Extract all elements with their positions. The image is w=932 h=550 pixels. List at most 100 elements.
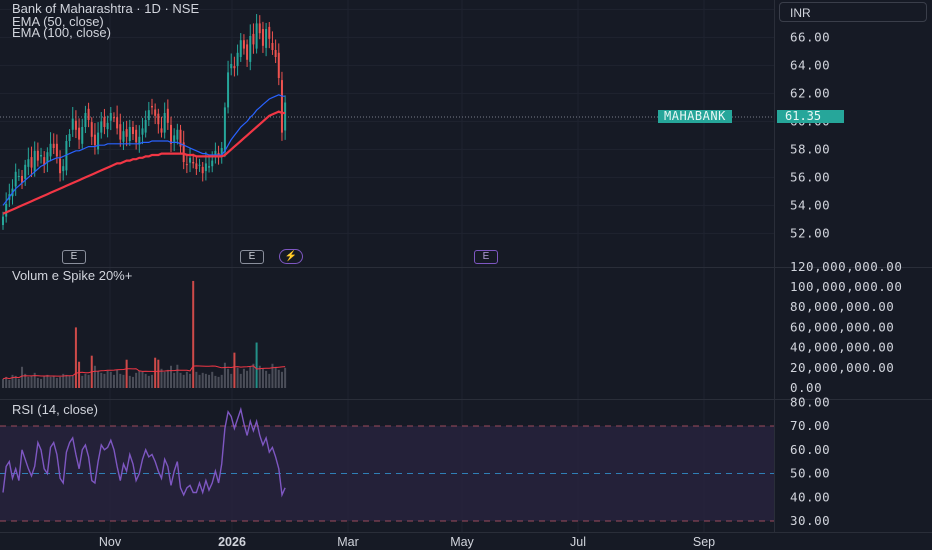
candle [46,152,49,163]
candle [116,117,119,129]
candles-layer [2,14,287,230]
candle [131,127,134,134]
candle [208,166,211,168]
volume-bar [109,371,112,388]
volume-axis-tick[interactable]: 20,000,000.00 [790,360,894,375]
price-axis-tick[interactable]: 52.00 [790,225,830,240]
price-axis-tick[interactable]: 58.00 [790,141,830,156]
volume-bar [252,363,255,388]
price-axis-tick[interactable]: 64.00 [790,57,830,72]
volume-bar [239,373,242,388]
upcoming-earnings-marker[interactable]: E [474,250,498,264]
volume-axis-tick[interactable]: 40,000,000.00 [790,340,894,355]
price-axis-tick[interactable]: 54.00 [790,197,830,212]
volume-bar [81,375,84,388]
volume-bar [160,368,163,388]
rsi-axis-tick[interactable]: 80.00 [790,394,830,409]
volume-bar [27,376,30,388]
volume-bar [220,374,223,388]
candle [43,157,46,165]
volume-bar [68,375,71,388]
candle [277,52,280,78]
candle [284,102,287,131]
time-axis-tick[interactable]: Mar [337,535,359,549]
price-axis-tick[interactable]: 66.00 [790,29,830,44]
ema100-line [2,110,286,215]
volume-bar [36,377,39,388]
candle [249,36,252,62]
volume-bar [5,376,8,388]
volume-bar [182,374,185,388]
candle [103,117,106,127]
volume-bar [170,365,173,388]
time-axis-labels[interactable]: Nov 2026 Mar May Jul Sep [99,535,715,549]
volume-bar [176,364,179,388]
rsi-axis-tick[interactable]: 40.00 [790,489,830,504]
volume-bar [214,375,217,388]
rsi-axis-tick[interactable]: 60.00 [790,442,830,457]
rsi-pane-title[interactable]: RSI (14, close) [12,402,98,417]
candle [147,110,150,120]
volume-pane-title[interactable]: Volum e Spike 20%+ [12,268,133,283]
candle [261,29,264,46]
candle [204,163,207,172]
last-price-value: 61.35 [785,109,822,123]
volume-bar [261,368,264,388]
candle [141,128,144,135]
volume-bar [84,373,87,388]
volume-axis-tick[interactable]: 120,000,000.00 [790,259,902,274]
price-axis-labels[interactable]: 68.0066.0064.0062.0060.0058.0056.0054.00… [790,1,902,528]
candle [78,127,81,140]
volume-bar [274,366,277,388]
rsi-axis-tick[interactable]: 70.00 [790,418,830,433]
volume-bar [62,373,65,388]
ema100-legend[interactable]: EMA (100, close) [12,25,111,40]
price-axis-tick[interactable]: 62.00 [790,85,830,100]
candle [271,43,274,50]
currency-selector[interactable]: INR [779,2,927,22]
candle [55,143,58,157]
volume-bar [33,372,36,388]
volume-axis-tick[interactable]: 60,000,000.00 [790,319,894,334]
time-axis-tick[interactable]: Nov [99,535,122,549]
candle [252,33,255,45]
volume-axis-tick[interactable]: 100,000,000.00 [790,279,902,294]
volume-bar [8,379,11,388]
volume-bar [233,352,236,388]
candle [195,163,198,169]
candle [2,216,4,225]
rsi-axis-tick[interactable]: 30.00 [790,513,830,528]
earnings-marker[interactable]: E [62,250,86,264]
symbol-title[interactable]: Bank of Maharashtra · 1D · NSE [12,1,200,16]
last-price-badge: 61.35 [777,110,844,123]
candle [265,29,268,48]
volume-axis-tick[interactable]: 0.00 [790,380,822,395]
rsi-axis-tick[interactable]: 50.00 [790,466,830,481]
earnings-marker[interactable]: E [240,250,264,264]
volume-bar [125,359,128,388]
ema50-legend[interactable]: EMA (50, close) [12,14,104,29]
candle [233,66,236,69]
volume-bar [122,374,125,388]
candle [106,122,109,130]
time-axis-tick[interactable]: Sep [693,535,715,549]
time-axis-tick[interactable]: Jul [570,535,586,549]
candle [176,129,179,140]
volume-bar [189,373,192,388]
volume-bar [230,373,233,388]
candle [27,159,30,167]
candle [71,118,74,130]
candle [74,120,77,130]
price-axis-tick[interactable]: 56.00 [790,169,830,184]
candle [166,108,169,123]
time-axis-tick[interactable]: 2026 [218,535,246,549]
candle [68,134,71,141]
candle [258,23,261,34]
lightning-icon[interactable]: ⚡ [279,249,303,264]
volume-bar [185,371,188,388]
candle [192,162,195,164]
volume-bar [280,371,283,388]
volume-axis-tick[interactable]: 80,000,000.00 [790,299,894,314]
time-axis-tick[interactable]: May [450,535,474,549]
